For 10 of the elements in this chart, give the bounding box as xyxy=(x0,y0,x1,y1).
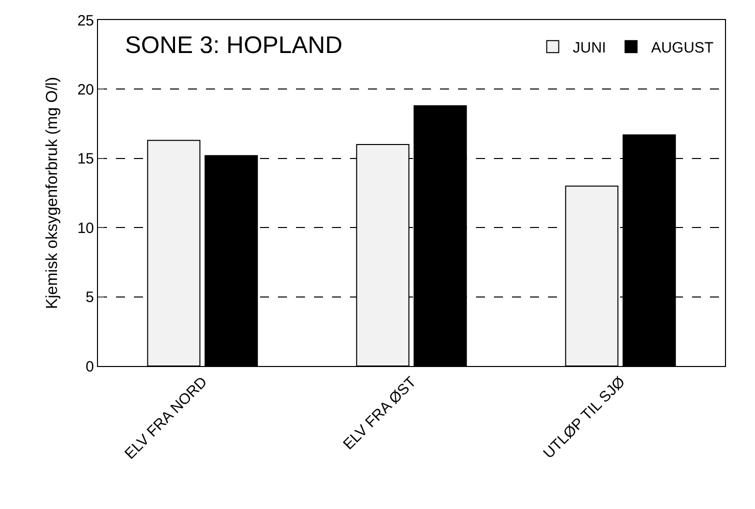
y-tick-label: 15 xyxy=(77,150,94,168)
text: SONE 3: HOPLAND xyxy=(125,32,342,59)
y-tick-label: 5 xyxy=(86,289,94,306)
legend-label: AUGUST xyxy=(651,39,714,56)
y-tick-label: 10 xyxy=(77,220,94,237)
y-axis-title: Kjemisk oksygenforbruk (mg O/l) xyxy=(44,76,62,310)
y-tick-label: 20 xyxy=(77,81,94,98)
legend-label: JUNI xyxy=(572,39,606,56)
y-tick-label: 25 xyxy=(77,12,94,30)
y-tick-label: 0 xyxy=(86,358,94,376)
